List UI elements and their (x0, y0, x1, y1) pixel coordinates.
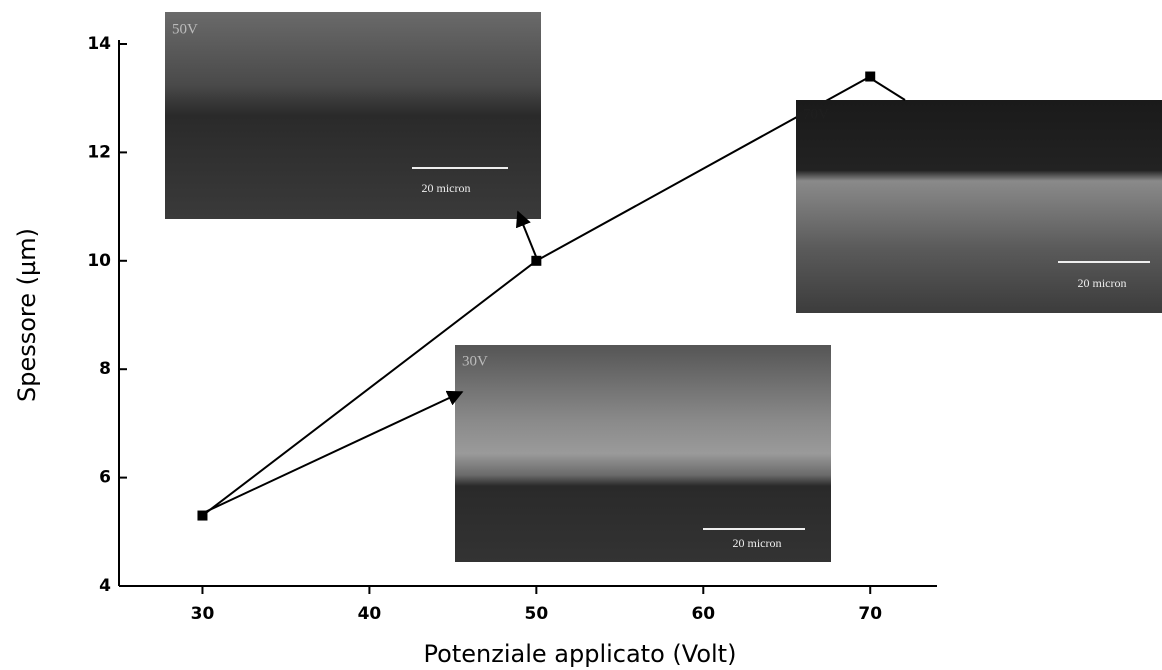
y-tick-label: 14 (87, 34, 111, 54)
inset-tag: 70V (803, 106, 829, 122)
inset-image (165, 12, 541, 219)
data-point (865, 71, 876, 82)
inset: 50V 20 micron (165, 12, 541, 219)
inset-scale: 20 micron (422, 181, 471, 195)
inset-image (796, 100, 1162, 313)
inset-scale: 20 micron (733, 536, 782, 550)
inset: 30V 20 micron (455, 345, 831, 562)
y-tick-label: 12 (87, 142, 111, 162)
inset-tag: 30V (462, 353, 488, 369)
data-point (197, 510, 208, 521)
y-tick-label: 4 (99, 576, 111, 596)
plot-area: 4 6 8 10 12 14 30 40 50 60 70 (87, 34, 937, 624)
data-point (531, 255, 542, 266)
x-tick-label: 50 (525, 604, 549, 624)
y-tick-label: 10 (87, 251, 111, 271)
inset-image (455, 345, 831, 562)
y-tick-label: 8 (99, 359, 111, 379)
x-tick-label: 70 (858, 604, 882, 624)
pointer-arrow (869, 77, 906, 101)
inset-tag: 50V (172, 21, 198, 37)
pointer-arrow (515, 210, 538, 260)
inset-scale: 20 micron (1078, 276, 1127, 290)
x-tick-label: 60 (691, 604, 715, 624)
y-axis-title: Spessore (µm) (13, 228, 41, 402)
x-tick-label: 40 (358, 604, 382, 624)
y-tick-label: 6 (99, 468, 111, 488)
pointer-arrow (202, 390, 464, 514)
x-tick-label: 30 (191, 604, 215, 624)
inset: 70V 20 micron (796, 100, 1162, 313)
x-axis-title: Potenziale applicato (Volt) (424, 640, 737, 668)
